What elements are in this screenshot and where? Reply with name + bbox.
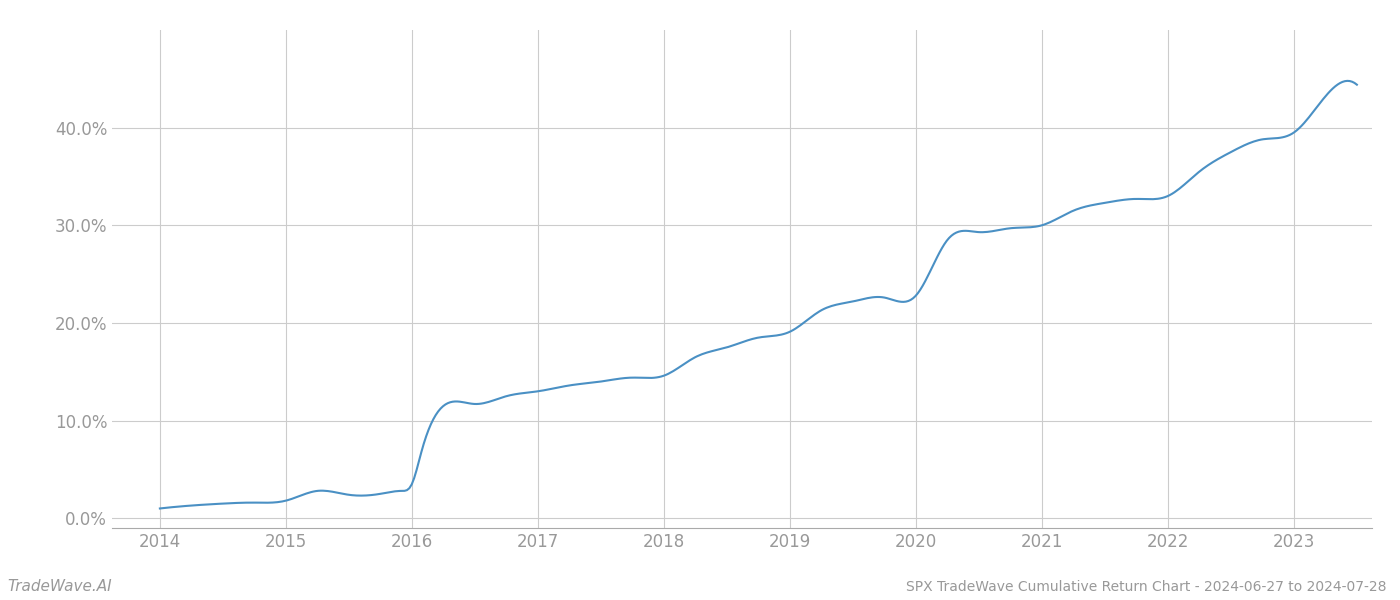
Text: TradeWave.AI: TradeWave.AI (7, 579, 112, 594)
Text: SPX TradeWave Cumulative Return Chart - 2024-06-27 to 2024-07-28: SPX TradeWave Cumulative Return Chart - … (906, 580, 1386, 594)
